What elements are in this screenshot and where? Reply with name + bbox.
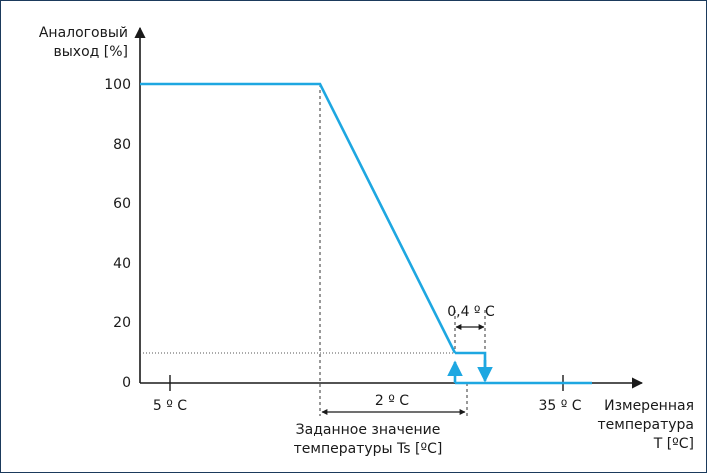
hysteresis-label: 0,4 º C [447, 304, 495, 320]
setpoint-label-line2: температуры Ts [ºC] [294, 441, 443, 457]
x-tick-label-5c: 5 º C [153, 398, 187, 414]
y-tick-label: 80 [113, 137, 131, 153]
y-axis-label-line1: Аналоговый [39, 25, 128, 41]
y-tick-label: 20 [113, 315, 131, 331]
series-curve [140, 82, 592, 385]
x-axis-label-line1: Измеренная [604, 398, 694, 414]
series-line-main [140, 82, 457, 354]
y-tick-labels: 100 80 60 40 20 0 [104, 77, 131, 391]
x-axis-label-line3: Т [ºC] [653, 436, 694, 452]
y-axis-label-line2: выход [%] [53, 44, 128, 60]
x-tick-label-35c: 35 º C [538, 398, 581, 414]
x-axis-label-line2: температура [598, 417, 694, 433]
setpoint-label-line1: Заданное значение [296, 422, 441, 438]
y-tick-label: 40 [113, 256, 131, 272]
y-tick-label: 100 [104, 77, 131, 93]
band-label: 2 º C [375, 393, 409, 409]
hysteresis-step [455, 351, 487, 374]
y-tick-label: 0 [122, 375, 131, 391]
y-tick-label: 60 [113, 196, 131, 212]
